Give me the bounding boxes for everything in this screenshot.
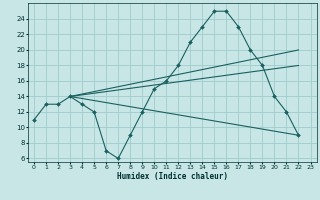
X-axis label: Humidex (Indice chaleur): Humidex (Indice chaleur)	[117, 172, 228, 181]
